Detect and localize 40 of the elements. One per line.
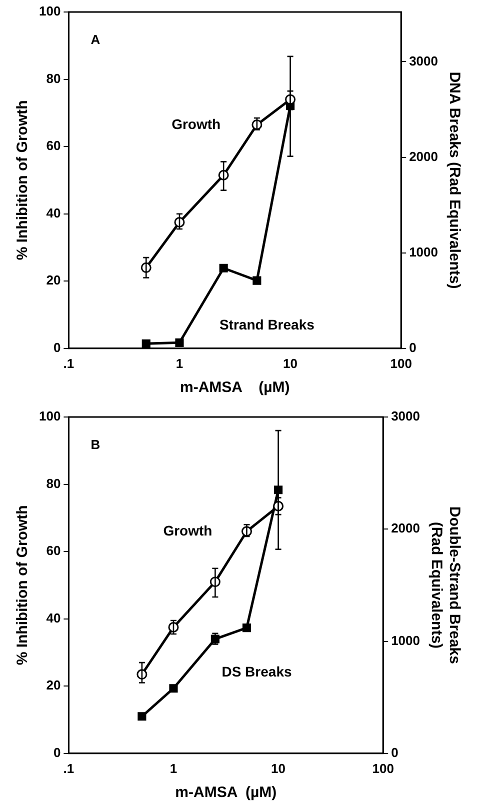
x-tick-label: 10 xyxy=(283,356,298,371)
x-tick-label: 100 xyxy=(372,760,394,776)
y2-axis-title: Double-Strand Breaks (Rad Equivalents) xyxy=(428,506,463,664)
y-tick-label: 100 xyxy=(38,408,61,424)
y-axis-title: % Inhibition of Growth xyxy=(14,100,32,260)
y2-tick-label: 2000 xyxy=(409,148,438,164)
series-label: Growth xyxy=(163,522,212,539)
annotation: A xyxy=(90,32,101,48)
x-tick-label: 1 xyxy=(176,356,184,371)
y-tick-label: 0 xyxy=(53,744,61,760)
y-tick-label: 20 xyxy=(46,272,61,288)
x-axis-title: m-AMSA (µM) xyxy=(180,379,290,396)
y-tick-label: 0 xyxy=(53,340,61,355)
y2-axis-title: DNA Breaks (Rad Equivalents) xyxy=(446,72,463,289)
y-tick-label: 60 xyxy=(46,138,61,154)
y2-tick-label: 1000 xyxy=(409,244,438,260)
y-tick-label: 20 xyxy=(46,678,61,693)
y-tick-label: 100 xyxy=(38,4,61,19)
y-tick-label: 60 xyxy=(46,543,61,558)
x-tick-label: 10 xyxy=(271,760,286,776)
y2-tick-label: 1000 xyxy=(391,632,420,648)
x-axis-title: m-AMSA (µM) xyxy=(175,784,277,802)
y-tick-label: 80 xyxy=(46,70,61,86)
series-label: Strand Breaks xyxy=(219,316,315,332)
x-tick-label: .1 xyxy=(63,356,74,371)
x-tick-label: 1 xyxy=(170,760,178,776)
annotation: B xyxy=(90,437,100,452)
y2-tick-label: 2000 xyxy=(391,520,420,536)
y-tick-label: 40 xyxy=(46,205,61,220)
series-label: Growth xyxy=(172,116,221,132)
x-tick-label: 100 xyxy=(390,356,412,371)
y-tick-label: 40 xyxy=(46,610,61,626)
series-label: DS Breaks xyxy=(222,664,292,680)
y2-tick-label: 3000 xyxy=(391,408,420,424)
y2-tick-label: 0 xyxy=(409,340,416,355)
y-tick-label: 80 xyxy=(46,476,61,491)
y2-tick-label: 3000 xyxy=(409,53,438,68)
y2-tick-label: 0 xyxy=(391,744,398,760)
y-axis-title: % Inhibition of Growth xyxy=(14,505,32,666)
x-tick-label: .1 xyxy=(63,760,74,776)
